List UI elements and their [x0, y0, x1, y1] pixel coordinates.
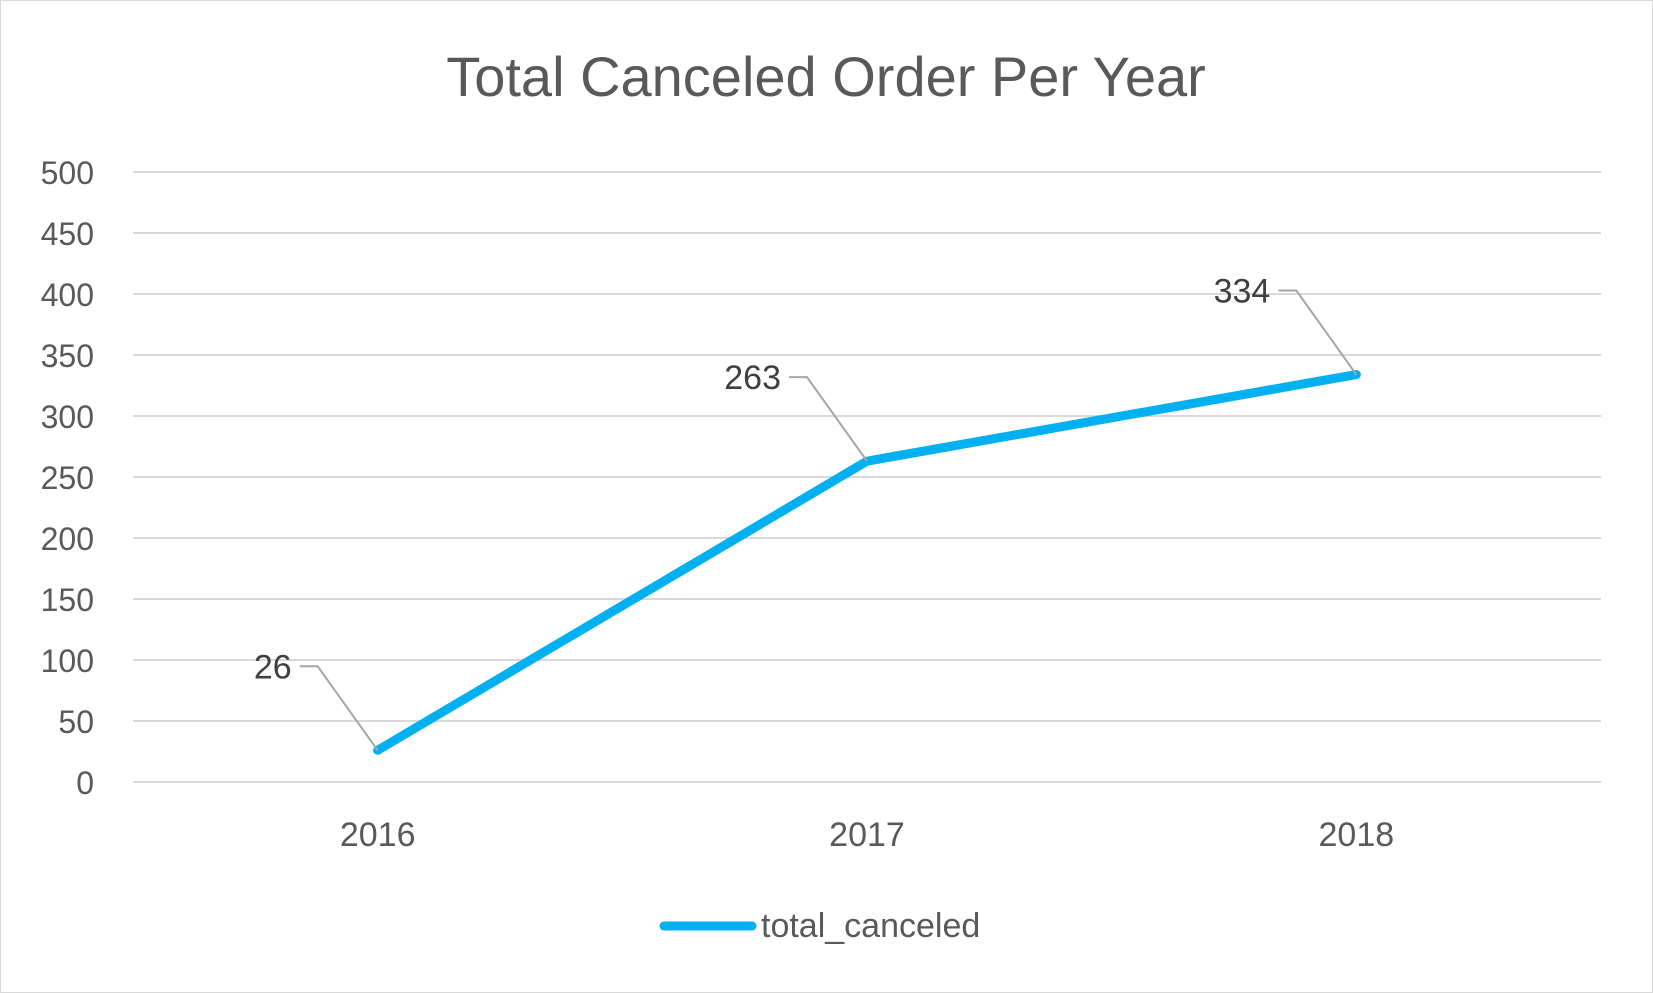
- legend: total_canceled: [659, 907, 980, 945]
- y-tick-label: 500: [41, 155, 94, 191]
- x-tick-label: 2016: [340, 816, 416, 854]
- x-axis-ticks: 2016 2017 2018: [340, 816, 1394, 854]
- x-tick-label: 2018: [1319, 816, 1395, 854]
- data-label: 334: [1214, 273, 1271, 311]
- y-tick-label: 350: [41, 338, 94, 374]
- y-tick-label: 300: [41, 399, 94, 435]
- series-line-total-canceled: [373, 370, 1361, 755]
- legend-label-total-canceled: total_canceled: [761, 907, 980, 945]
- y-tick-label: 200: [41, 521, 94, 557]
- y-axis-ticks: 0 50 100 150 200 250 300 350 400 450 500: [41, 155, 94, 801]
- data-label-leader: [1278, 289, 1358, 376]
- y-tick-label: 450: [41, 216, 94, 252]
- y-tick-label: 100: [41, 643, 94, 679]
- data-labels: 26 263 334: [254, 273, 1358, 751]
- data-label: 26: [254, 648, 292, 686]
- y-tick-label: 400: [41, 277, 94, 313]
- data-label-leader: [299, 665, 379, 751]
- y-tick-label: 150: [41, 582, 94, 618]
- chart-title: Total Canceled Order Per Year: [446, 45, 1206, 108]
- data-label: 263: [724, 359, 781, 397]
- y-tick-label: 0: [76, 765, 94, 801]
- y-tick-label: 50: [58, 704, 94, 740]
- data-label-leader: [789, 376, 868, 462]
- gridlines: [133, 171, 1601, 783]
- series-group: [373, 370, 1361, 755]
- x-tick-label: 2017: [829, 816, 905, 854]
- y-tick-label: 250: [41, 460, 94, 496]
